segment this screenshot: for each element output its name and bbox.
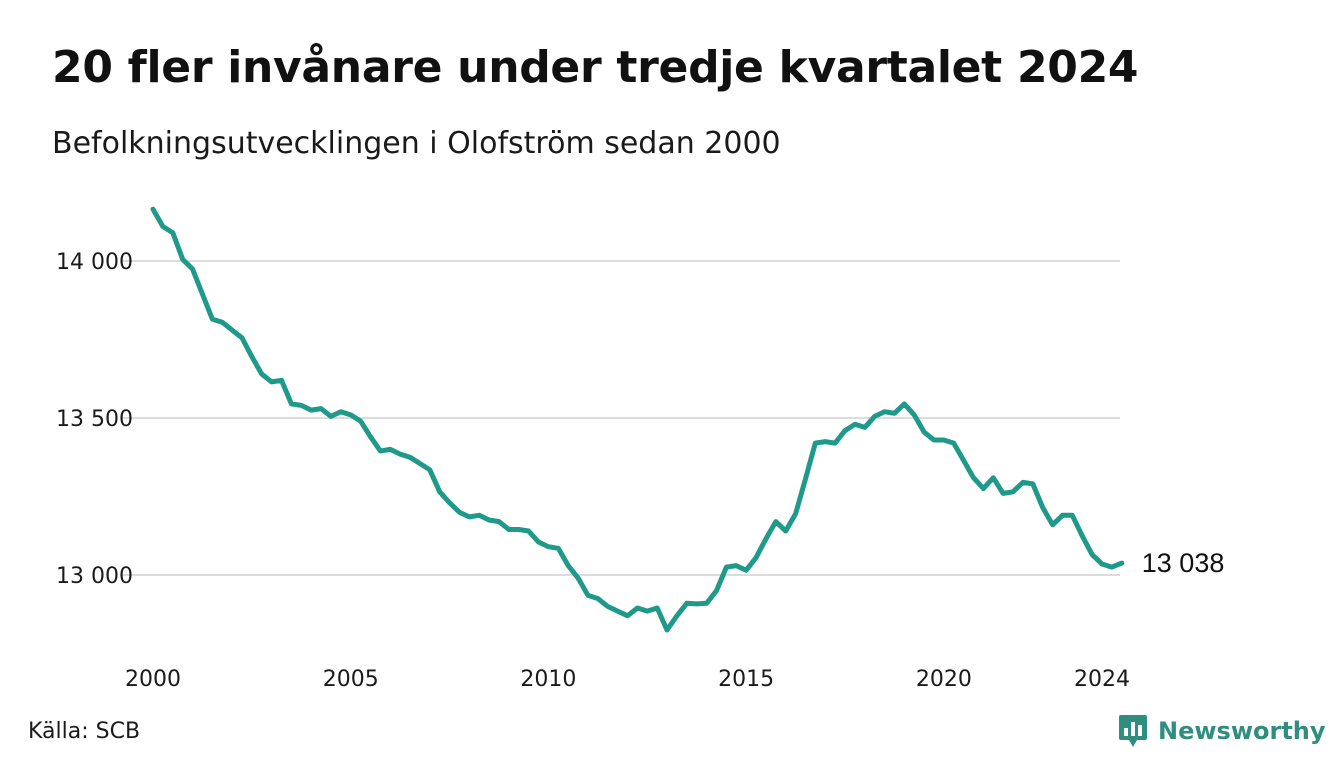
end-value-label: 13 038	[1142, 548, 1225, 578]
x-tick-label: 2005	[323, 667, 379, 692]
chart-title: 20 fler invånare under tredje kvartalet …	[52, 42, 1139, 93]
x-tick-label: 2010	[520, 667, 576, 692]
series-line	[150, 206, 1125, 633]
x-tick-label: 2020	[916, 667, 972, 692]
x-tick-label: 2015	[718, 667, 774, 692]
chart-bubble-icon	[1119, 715, 1147, 747]
y-tick-label: 13 500	[56, 407, 133, 432]
chart-subtitle: Befolkningsutvecklingen i Olofström seda…	[52, 126, 781, 161]
x-tick-label: 2000	[125, 667, 181, 692]
brand-name: Newsworthy	[1158, 717, 1326, 745]
x-tick-label: 2024	[1074, 667, 1130, 692]
line-chart: 13 000 13 500 14 000 2000 2005 2010 2015 2020 20…	[56, 206, 1225, 692]
source-note: Källa: SCB	[28, 719, 141, 744]
y-tick-label: 14 000	[56, 250, 133, 275]
y-tick-label: 13 000	[56, 564, 133, 589]
brand-logo: Newsworthy	[1118, 713, 1326, 749]
